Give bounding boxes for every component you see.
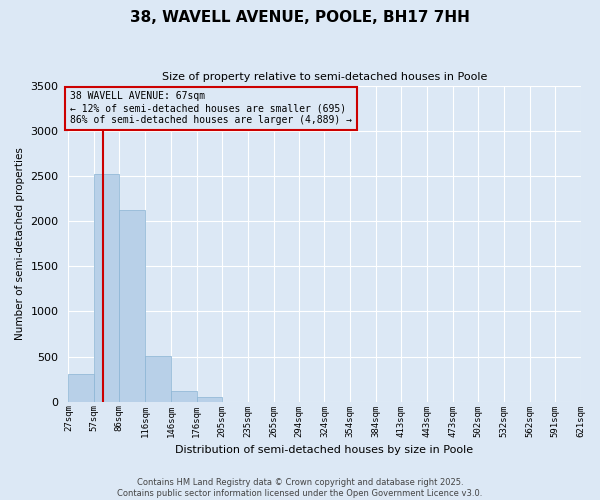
X-axis label: Distribution of semi-detached houses by size in Poole: Distribution of semi-detached houses by …	[175, 445, 473, 455]
Text: Contains HM Land Registry data © Crown copyright and database right 2025.
Contai: Contains HM Land Registry data © Crown c…	[118, 478, 482, 498]
Bar	[197, 397, 222, 402]
Bar	[171, 391, 197, 402]
Bar	[145, 356, 171, 402]
Y-axis label: Number of semi-detached properties: Number of semi-detached properties	[15, 148, 25, 340]
Bar	[94, 174, 119, 402]
Text: 38 WAVELL AVENUE: 67sqm
← 12% of semi-detached houses are smaller (695)
86% of s: 38 WAVELL AVENUE: 67sqm ← 12% of semi-de…	[70, 92, 352, 124]
Bar	[119, 210, 145, 402]
Bar	[68, 374, 94, 402]
Title: Size of property relative to semi-detached houses in Poole: Size of property relative to semi-detach…	[162, 72, 487, 83]
Text: 38, WAVELL AVENUE, POOLE, BH17 7HH: 38, WAVELL AVENUE, POOLE, BH17 7HH	[130, 10, 470, 25]
